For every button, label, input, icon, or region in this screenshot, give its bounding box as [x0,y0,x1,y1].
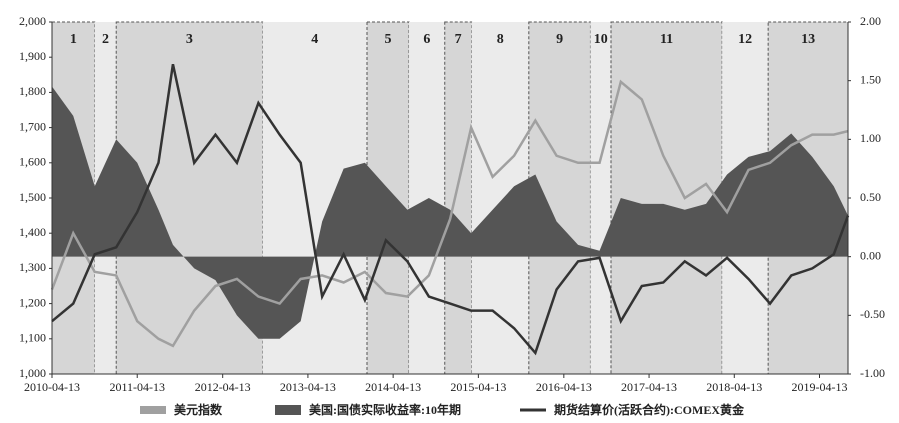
y2-tick-label: 1.50 [860,72,881,86]
x-tick-label: 2015-04-13 [450,380,506,394]
x-tick-label: 2018-04-13 [706,380,762,394]
region-label: 9 [556,32,563,47]
y-tick-label: 2,000 [19,14,46,28]
y2-tick-label: -0.50 [860,307,885,321]
area [52,86,848,339]
line [51,63,850,356]
region-label: 5 [385,32,392,47]
legend-label: 美国:国债实际收益率:10年期 [309,402,461,417]
y2-tick-label: 0.00 [860,248,881,262]
y-tick-label: 1,800 [19,84,46,98]
region-label: 2 [102,32,109,47]
x-tick-label: 2011-04-13 [109,380,165,394]
legend-swatch [275,405,301,415]
x-tick-label: 2016-04-13 [536,380,592,394]
y-tick-label: 1,000 [19,366,46,380]
region-label: 3 [186,32,193,47]
region-label: 1 [70,32,77,47]
x-tick-label: 2019-04-13 [792,380,848,394]
x-tick-label: 2010-04-13 [24,380,80,394]
y-tick-label: 1,600 [19,155,46,169]
region-label: 12 [738,32,752,47]
line [50,79,849,348]
region-label: 6 [423,32,430,47]
y2-tick-label: -1.00 [860,366,885,380]
y-tick-label: 1,100 [19,331,46,345]
y-tick-label: 1,400 [19,225,46,239]
y-tick-label: 1,900 [19,49,46,63]
region [409,22,445,374]
y2-tick-label: 2.00 [860,14,881,28]
region-label: 4 [311,32,318,47]
region-label: 11 [660,32,673,47]
x-tick-label: 2014-04-13 [365,380,421,394]
region-label: 7 [455,32,462,47]
x-tick-label: 2012-04-13 [195,380,251,394]
region-label: 13 [801,32,815,47]
legend-label: 期货结算价(活跃合约):COMEX黄金 [554,402,745,417]
region [590,22,611,374]
x-tick-label: 2013-04-13 [280,380,336,394]
y-tick-label: 1,700 [19,119,46,133]
y2-tick-label: 0.50 [860,190,881,204]
region-label: 10 [594,32,608,47]
y-tick-label: 1,200 [19,295,46,309]
region [444,21,473,375]
y-tick-label: 1,500 [19,190,46,204]
region [610,21,723,375]
y2-tick-label: 1.00 [860,131,881,145]
y-tick-label: 1,300 [19,260,46,274]
x-tick-label: 2017-04-13 [621,380,677,394]
legend-label: 美元指数 [174,402,223,417]
region-label: 8 [497,32,504,47]
